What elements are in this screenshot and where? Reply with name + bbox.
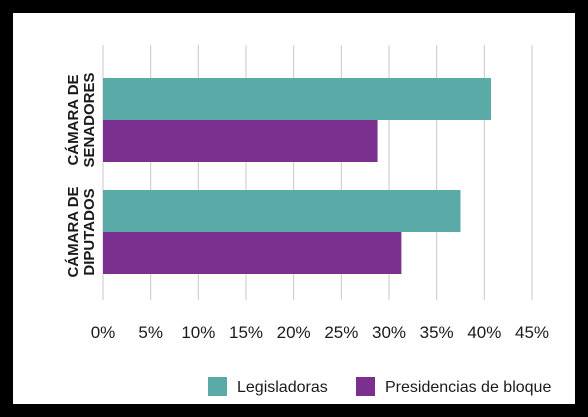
category-label-1: CÁMARA DE DIPUTADOS xyxy=(65,186,98,277)
x-tick-label: 30% xyxy=(372,323,406,342)
x-tick-label: 25% xyxy=(324,323,358,342)
legend-swatch-1 xyxy=(356,377,375,396)
category-label-line: CÁMARA DE xyxy=(65,186,82,277)
x-axis-ticks: 0% 5% 10% 15% 20% 25% 30% 35% 40% 45% xyxy=(91,323,549,342)
x-tick-label: 15% xyxy=(229,323,263,342)
bar-presidencias-1 xyxy=(103,232,402,274)
bar-legisladoras-1 xyxy=(103,190,461,232)
x-tick-label: 40% xyxy=(467,323,501,342)
x-tick-label: 45% xyxy=(515,323,549,342)
legend: Legisladoras Presidencias de bloque xyxy=(208,377,551,396)
category-label-line: DIPUTADOS xyxy=(81,188,98,275)
category-label-0: CÁMARA DE SENADORES xyxy=(65,72,98,167)
x-tick-label: 35% xyxy=(420,323,454,342)
x-tick-label: 0% xyxy=(91,323,116,342)
bar-legisladoras-0 xyxy=(103,78,492,120)
category-label-line: SENADORES xyxy=(81,72,98,167)
x-tick-label: 5% xyxy=(138,323,163,342)
legend-label-1: Presidencias de bloque xyxy=(385,379,551,396)
category-label-line: CÁMARA DE xyxy=(65,74,82,165)
bars xyxy=(103,78,492,274)
bar-presidencias-0 xyxy=(103,120,378,162)
x-tick-label: 20% xyxy=(277,323,311,342)
legend-label-0: Legisladoras xyxy=(237,379,328,396)
x-tick-label: 10% xyxy=(181,323,215,342)
legend-swatch-0 xyxy=(208,377,227,396)
